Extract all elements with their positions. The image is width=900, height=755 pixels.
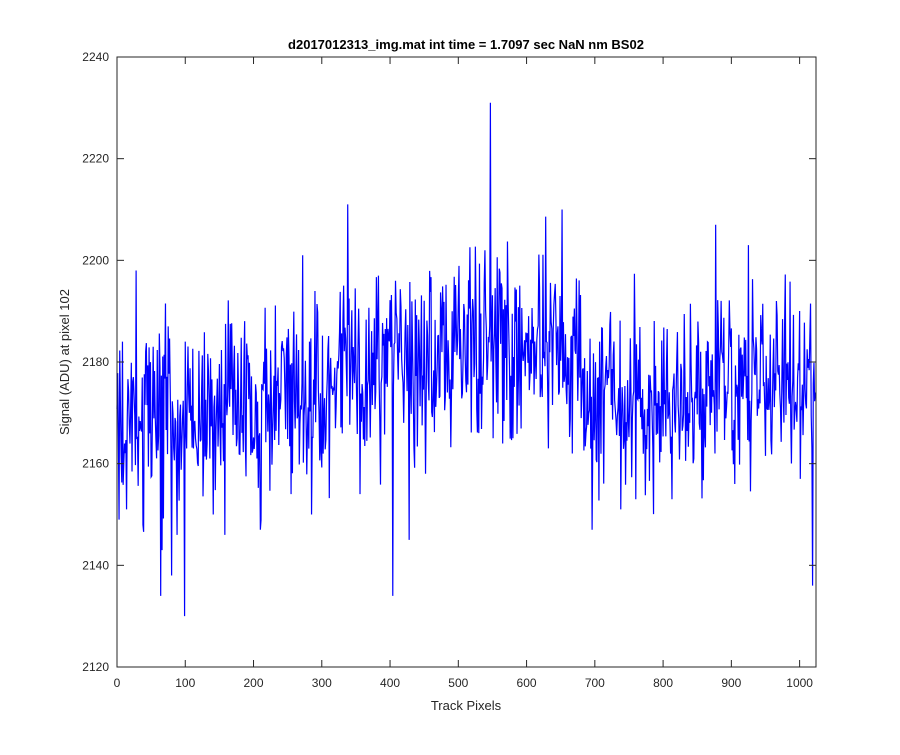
- x-tick-label: 300: [312, 676, 332, 690]
- chart-title: d2017012313_img.mat int time = 1.7097 se…: [288, 37, 644, 52]
- x-tick-label: 500: [448, 676, 468, 690]
- y-axis-label: Signal (ADU) at pixel 102: [57, 289, 72, 435]
- y-tick-label: 2220: [82, 152, 109, 166]
- x-tick-label: 200: [244, 676, 264, 690]
- x-axis-label: Track Pixels: [431, 698, 502, 713]
- y-tick-label: 2140: [82, 558, 109, 572]
- x-tick-label: 700: [585, 676, 605, 690]
- series-line: [116, 102, 816, 617]
- x-tick-label: 0: [114, 676, 121, 690]
- x-tick-label: 800: [653, 676, 673, 690]
- y-tick-label: 2120: [82, 660, 109, 674]
- x-axis: 0 100 200 300 400 500 600 700 800 900 1000: [114, 57, 813, 690]
- y-tick-label: 2240: [82, 50, 109, 64]
- y-tick-label: 2200: [82, 253, 109, 267]
- plot-area: [116, 102, 816, 617]
- x-tick-label: 900: [721, 676, 741, 690]
- x-tick-label: 600: [517, 676, 537, 690]
- x-tick-label: 100: [175, 676, 195, 690]
- y-axis: 2120 2140 2160 2180 2200 2220 2240: [82, 50, 816, 674]
- x-tick-label: 400: [380, 676, 400, 690]
- y-tick-label: 2160: [82, 457, 109, 471]
- x-tick-label: 1000: [786, 676, 813, 690]
- y-tick-label: 2180: [82, 355, 109, 369]
